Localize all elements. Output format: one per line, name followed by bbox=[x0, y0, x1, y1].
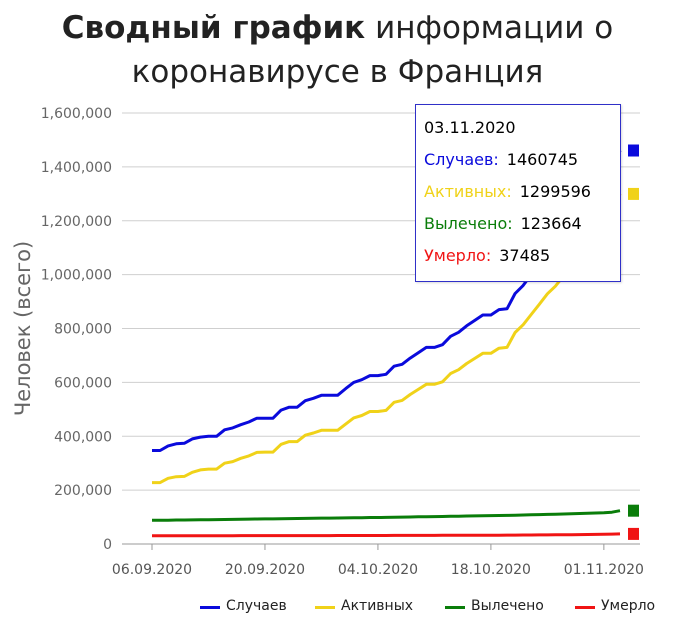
tooltip-row-cases: Случаев: 1460745 bbox=[424, 149, 620, 181]
y-tick-label: 200,000 bbox=[54, 483, 112, 499]
tooltip-label: Случаев: bbox=[424, 150, 499, 169]
series-line-1 bbox=[152, 193, 622, 485]
series-end-marker-2 bbox=[628, 504, 639, 517]
tooltip-label: Активных: bbox=[424, 182, 512, 201]
y-tick-label: 800,000 bbox=[54, 322, 112, 338]
chart-title-rest: информации о bbox=[365, 10, 614, 46]
legend-swatch bbox=[445, 606, 465, 609]
tooltip-label: Вылечено: bbox=[424, 214, 513, 233]
series-line-2 bbox=[152, 509, 621, 522]
chart-title: Сводный график информации о коронавирусе… bbox=[0, 6, 675, 94]
series-end-marker-0 bbox=[628, 144, 639, 157]
tooltip-date: 03.11.2020 bbox=[424, 118, 516, 137]
legend-label: Умерло bbox=[601, 598, 656, 614]
legend-label: Активных bbox=[341, 598, 414, 614]
y-axis-title: Человек (всего) bbox=[11, 241, 35, 416]
legend-swatch bbox=[200, 606, 220, 609]
chart-title-line2: коронавирусе в Франция bbox=[131, 54, 544, 90]
legend-label: Случаев bbox=[226, 598, 287, 614]
tooltip-label: Умерло: bbox=[424, 246, 492, 265]
x-tick-label: 01.11.2020 bbox=[564, 562, 644, 578]
y-tick-label: 1,200,000 bbox=[41, 214, 112, 230]
tooltip-row-active: Активных: 1299596 bbox=[424, 181, 620, 213]
y-tick-label: 1,400,000 bbox=[41, 160, 112, 176]
chart-title-bold: Сводный график bbox=[61, 10, 366, 46]
tooltip-value: 123664 bbox=[520, 214, 582, 233]
x-tick-label: 20.09.2020 bbox=[225, 562, 305, 578]
x-tick-label: 06.09.2020 bbox=[112, 562, 192, 578]
y-tick-label: 1,600,000 bbox=[41, 106, 112, 122]
x-tick-label: 18.10.2020 bbox=[451, 562, 531, 578]
y-tick-label: 0 bbox=[103, 537, 112, 553]
y-tick-label: 400,000 bbox=[54, 429, 112, 445]
tooltip-row-deaths: Умерло: 37485 bbox=[424, 245, 620, 277]
tooltip-value: 1299596 bbox=[519, 182, 591, 201]
tooltip-value: 37485 bbox=[499, 246, 551, 265]
legend-label: Вылечено bbox=[471, 598, 544, 614]
legend-swatch bbox=[575, 606, 595, 609]
tooltip-value: 1460745 bbox=[506, 150, 579, 169]
y-tick-label: 600,000 bbox=[54, 375, 112, 391]
data-tooltip: 03.11.2020 Случаев: 1460745 Активных: 1299… bbox=[415, 104, 621, 282]
y-tick-label: 1,000,000 bbox=[41, 268, 112, 284]
series-end-marker-3 bbox=[628, 527, 639, 540]
series-end-marker-1 bbox=[628, 187, 639, 200]
x-tick-label: 04.10.2020 bbox=[338, 562, 418, 578]
tooltip-row-recovered: Вылечено: 123664 bbox=[424, 213, 620, 245]
series-line-3 bbox=[152, 532, 621, 538]
legend-swatch bbox=[315, 606, 335, 609]
